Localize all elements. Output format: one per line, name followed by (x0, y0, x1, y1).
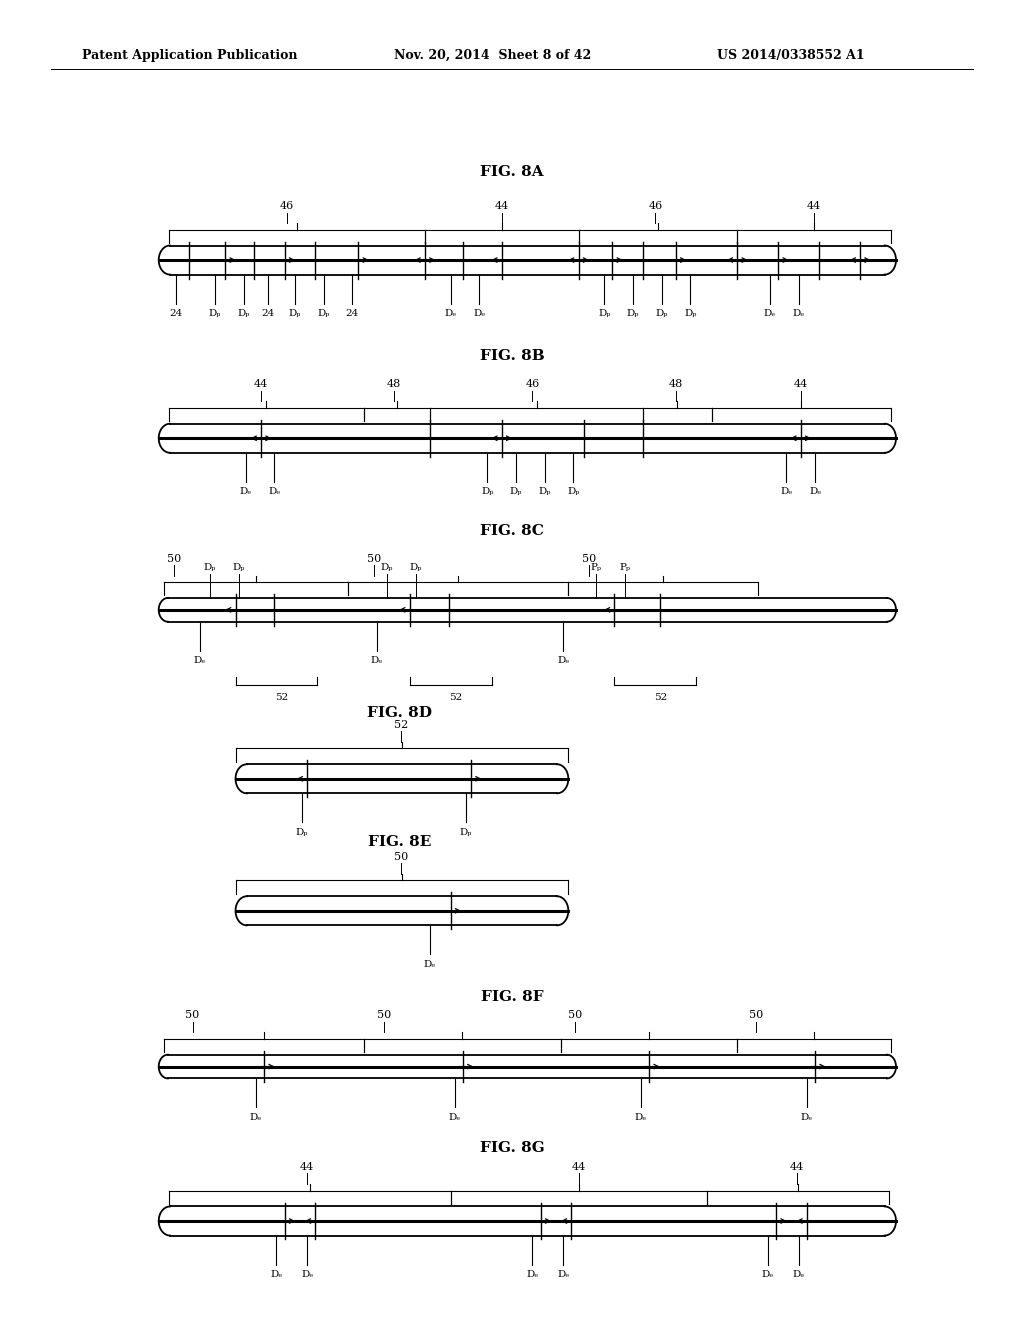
Text: Dₑ: Dₑ (301, 1270, 313, 1279)
Text: 46: 46 (525, 379, 540, 389)
Text: Dₑ: Dₑ (444, 309, 457, 318)
Text: 24: 24 (346, 309, 358, 318)
Text: Dₑ: Dₑ (240, 487, 252, 496)
Text: Dₑ: Dₑ (809, 487, 821, 496)
Text: 44: 44 (807, 201, 821, 211)
Text: Dₚ: Dₚ (539, 487, 551, 496)
Text: 50: 50 (167, 553, 181, 564)
Text: Dₚ: Dₚ (410, 562, 422, 572)
Text: Dₑ: Dₑ (194, 656, 206, 665)
Text: 46: 46 (648, 201, 663, 211)
Text: Dₑ: Dₑ (268, 487, 281, 496)
Text: FIG. 8C: FIG. 8C (480, 524, 544, 537)
Text: FIG. 8D: FIG. 8D (367, 706, 432, 719)
Text: Dₑ: Dₑ (371, 656, 383, 665)
Text: 44: 44 (790, 1162, 804, 1172)
Text: Dₚ: Dₚ (567, 487, 580, 496)
Text: Dₚ: Dₚ (510, 487, 522, 496)
Text: Dₚ: Dₚ (481, 487, 494, 496)
Text: FIG. 8F: FIG. 8F (480, 990, 544, 1003)
Text: Dₚ: Dₚ (317, 309, 330, 318)
Text: 48: 48 (387, 379, 401, 389)
Text: 50: 50 (185, 1010, 200, 1020)
Text: Dₚ: Dₚ (296, 828, 308, 837)
Text: 50: 50 (582, 553, 596, 564)
Text: Dₚ: Dₚ (655, 309, 668, 318)
Text: 52: 52 (275, 693, 288, 702)
Text: Dₑ: Dₑ (764, 309, 776, 318)
Text: Dₚ: Dₚ (204, 562, 216, 572)
Text: Dₚ: Dₚ (238, 309, 250, 318)
Text: 44: 44 (300, 1162, 314, 1172)
Text: Dₑ: Dₑ (424, 960, 436, 969)
Text: Dₑ: Dₑ (473, 309, 485, 318)
Text: 50: 50 (394, 851, 409, 862)
Text: Dₚ: Dₚ (232, 562, 245, 572)
Text: Dₚ: Dₚ (460, 828, 472, 837)
Text: 24: 24 (170, 309, 182, 318)
Text: Dₑ: Dₑ (780, 487, 793, 496)
Text: 44: 44 (254, 379, 268, 389)
Text: FIG. 8E: FIG. 8E (368, 836, 431, 849)
Text: 46: 46 (280, 201, 294, 211)
Text: Dₑ: Dₑ (526, 1270, 539, 1279)
Text: Dₚ: Dₚ (381, 562, 393, 572)
Text: Dₚ: Dₚ (209, 309, 221, 318)
Text: 44: 44 (495, 201, 509, 211)
Text: FIG. 8A: FIG. 8A (480, 165, 544, 178)
Text: Dₚ: Dₚ (684, 309, 696, 318)
Text: Dₑ: Dₑ (270, 1270, 283, 1279)
Text: 44: 44 (794, 379, 808, 389)
Text: FIG. 8B: FIG. 8B (479, 350, 545, 363)
Text: 24: 24 (262, 309, 274, 318)
Text: Dₑ: Dₑ (793, 1270, 805, 1279)
Text: 50: 50 (568, 1010, 583, 1020)
Text: 50: 50 (367, 553, 381, 564)
Text: 50: 50 (749, 1010, 763, 1020)
Text: 52: 52 (654, 693, 667, 702)
Text: Dₚ: Dₚ (627, 309, 639, 318)
Text: Dₑ: Dₑ (557, 656, 569, 665)
Text: 52: 52 (394, 719, 409, 730)
Text: Dₑ: Dₑ (762, 1270, 774, 1279)
Text: 50: 50 (377, 1010, 391, 1020)
Text: Dₚ: Dₚ (289, 309, 301, 318)
Text: 48: 48 (669, 379, 683, 389)
Text: Dₑ: Dₑ (250, 1113, 262, 1122)
Text: Pₚ: Pₚ (620, 562, 630, 572)
Text: US 2014/0338552 A1: US 2014/0338552 A1 (717, 49, 864, 62)
Text: Nov. 20, 2014  Sheet 8 of 42: Nov. 20, 2014 Sheet 8 of 42 (394, 49, 592, 62)
Text: Dₑ: Dₑ (793, 309, 805, 318)
Text: Dₑ: Dₑ (635, 1113, 647, 1122)
Text: Dₑ: Dₑ (557, 1270, 569, 1279)
Text: 44: 44 (571, 1162, 586, 1172)
Text: Dₑ: Dₑ (449, 1113, 461, 1122)
Text: Pₚ: Pₚ (591, 562, 601, 572)
Text: Patent Application Publication: Patent Application Publication (82, 49, 297, 62)
Text: Dₚ: Dₚ (598, 309, 610, 318)
Text: 52: 52 (450, 693, 462, 702)
Text: FIG. 8G: FIG. 8G (479, 1142, 545, 1155)
Text: Dₑ: Dₑ (801, 1113, 813, 1122)
